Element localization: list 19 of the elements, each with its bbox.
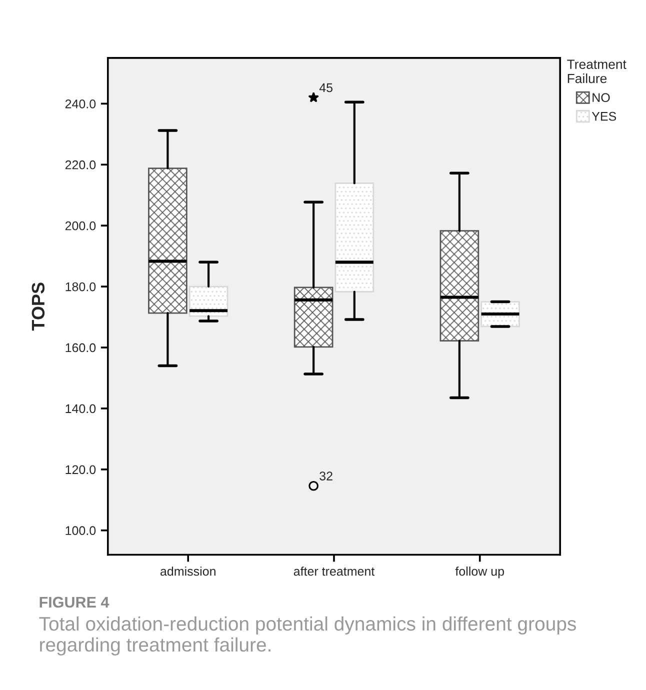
y-tick-label: 180.0 [66, 282, 96, 292]
x-tick-label: admission [160, 566, 216, 576]
y-tick-label: 140.0 [66, 404, 96, 414]
y-tick-label: 120.0 [66, 465, 96, 474]
legend-label: YES [592, 112, 616, 121]
y-tick-label: 220.0 [65, 160, 96, 170]
legend-label: NO [592, 93, 610, 102]
y-tick-label: 200.0 [65, 221, 96, 230]
x-tick-label: follow up [455, 566, 504, 578]
y-axis-title: TOPS [32, 282, 45, 331]
text: Total oxidation-reduction potential dynamics in different groups regarding treatment failure. [39, 616, 576, 656]
annotation: 32 [320, 472, 332, 480]
y-tick-label: 100.0 [66, 526, 96, 536]
annotation: 45 [319, 83, 332, 92]
y-tick-label: 240.0 [65, 99, 96, 108]
x-tick-label: after treatment [294, 566, 375, 576]
caption: FIGURE 4 [40, 596, 110, 608]
y-tick-label: 160.0 [66, 343, 96, 352]
legend-title: Treatment Failure [567, 60, 626, 84]
